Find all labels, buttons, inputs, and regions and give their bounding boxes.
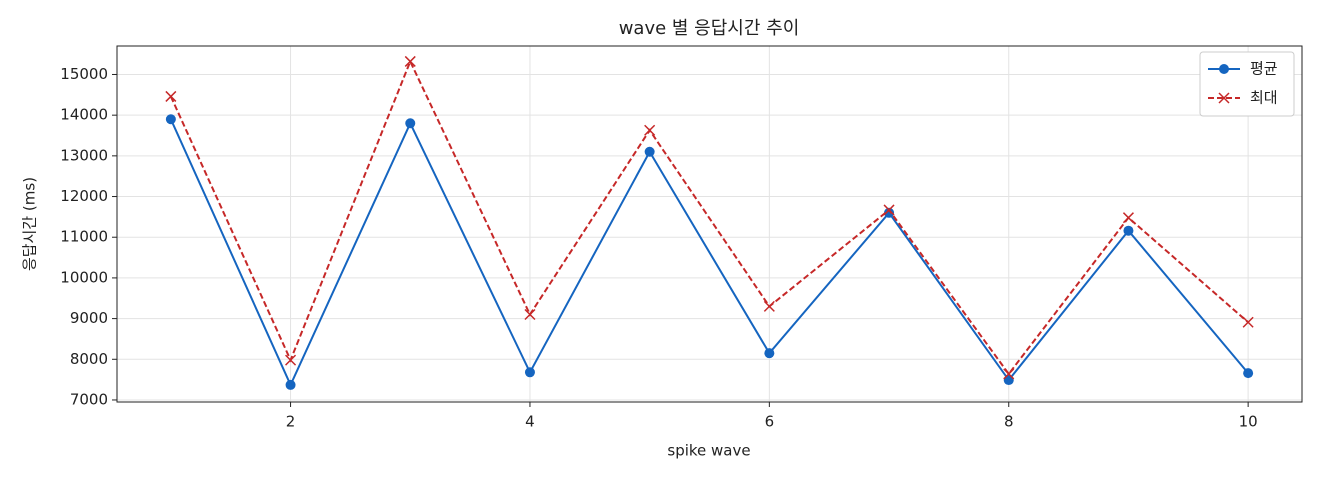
legend-marker bbox=[1218, 92, 1230, 104]
legend-box bbox=[1199, 51, 1295, 117]
x-tick-label: 4 bbox=[525, 413, 535, 431]
marker bbox=[165, 90, 177, 102]
marker bbox=[1242, 316, 1254, 328]
marker bbox=[764, 348, 775, 359]
legend-marker bbox=[1219, 64, 1229, 74]
x-tick-label: 8 bbox=[1004, 413, 1014, 431]
marker bbox=[1003, 375, 1014, 386]
series-line bbox=[169, 118, 1249, 388]
y-tick-label: 10000 bbox=[60, 268, 108, 286]
marker bbox=[644, 124, 656, 136]
marker bbox=[524, 367, 535, 378]
marker bbox=[1122, 212, 1134, 224]
y-tick-label: 13000 bbox=[60, 146, 108, 164]
x-axis-label: spike wave bbox=[667, 442, 750, 460]
y-tick-label: 15000 bbox=[60, 65, 108, 83]
marker bbox=[405, 118, 416, 129]
legend-label: 최대 bbox=[1250, 89, 1278, 107]
marker bbox=[883, 204, 895, 216]
y-axis-label: 응답시간 (ms) bbox=[21, 177, 39, 271]
y-tick-label: 12000 bbox=[60, 187, 108, 205]
marker bbox=[1003, 368, 1015, 380]
marker bbox=[644, 146, 655, 157]
marker bbox=[285, 379, 296, 390]
x-tick-label: 2 bbox=[286, 413, 296, 431]
y-tick-label: 8000 bbox=[70, 350, 108, 368]
marker bbox=[524, 308, 536, 321]
marker bbox=[165, 114, 176, 125]
legend-label: 평균 bbox=[1250, 60, 1278, 78]
marker bbox=[1243, 368, 1254, 379]
marker bbox=[884, 207, 895, 218]
chart-title: wave 별 응답시간 추이 bbox=[619, 18, 800, 39]
marker bbox=[404, 55, 416, 67]
x-tick-label: 6 bbox=[765, 413, 775, 431]
y-tick-label: 7000 bbox=[70, 390, 108, 408]
y-tick-label: 11000 bbox=[60, 228, 108, 246]
series-line bbox=[169, 58, 1249, 376]
plot-frame bbox=[116, 45, 1303, 403]
x-tick-label: 10 bbox=[1239, 413, 1258, 431]
marker bbox=[1123, 225, 1134, 236]
y-tick-label: 9000 bbox=[70, 309, 108, 327]
marker bbox=[285, 354, 297, 366]
marker bbox=[763, 300, 775, 312]
y-tick-label: 14000 bbox=[60, 106, 108, 124]
